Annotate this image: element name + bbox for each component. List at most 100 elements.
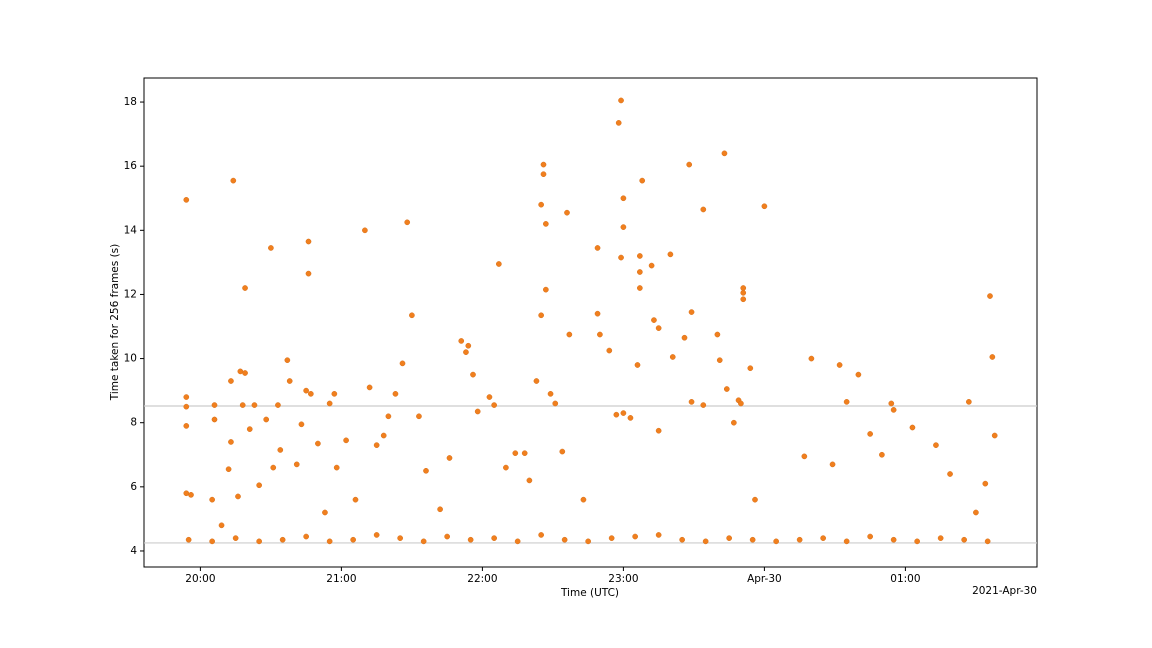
- data-point: [973, 509, 979, 516]
- data-point: [651, 317, 657, 323]
- data-point: [937, 535, 944, 541]
- data-point: [333, 464, 340, 471]
- data-point: [446, 455, 453, 461]
- y-tick-label: 8: [130, 417, 137, 429]
- y-tick-label: 14: [124, 224, 138, 236]
- data-point: [637, 269, 643, 275]
- data-point: [681, 334, 688, 341]
- data-point: [961, 536, 968, 543]
- data-point: [618, 254, 624, 261]
- data-point: [277, 447, 284, 453]
- data-point: [740, 296, 747, 303]
- data-point: [552, 400, 559, 407]
- data-point: [566, 331, 573, 338]
- data-point: [639, 177, 646, 184]
- data-point: [237, 368, 244, 375]
- data-point: [655, 427, 662, 434]
- data-point: [211, 416, 218, 423]
- data-point: [721, 150, 728, 157]
- data-point: [933, 442, 939, 449]
- data-point: [362, 227, 368, 234]
- data-point: [275, 402, 281, 408]
- data-point: [738, 400, 744, 407]
- data-point: [543, 221, 549, 227]
- data-point: [564, 209, 570, 216]
- data-point: [620, 195, 627, 202]
- data-point: [829, 461, 836, 468]
- y-tick-label: 16: [124, 160, 138, 172]
- data-point: [416, 413, 422, 420]
- data-point: [486, 394, 493, 400]
- data-point: [303, 533, 309, 540]
- data-point: [366, 384, 373, 391]
- data-point: [242, 370, 248, 376]
- data-point: [183, 403, 190, 410]
- y-tick-label: 18: [124, 96, 137, 108]
- data-point: [373, 532, 380, 538]
- data-point: [686, 161, 693, 168]
- data-point: [890, 536, 897, 543]
- data-point: [808, 355, 815, 362]
- data-point: [270, 464, 277, 471]
- data-point: [982, 480, 989, 487]
- data-point: [373, 442, 380, 449]
- data-point: [284, 357, 291, 364]
- data-point: [474, 408, 481, 415]
- data-point: [867, 431, 874, 437]
- x-axis-label: Time (UTC): [560, 587, 619, 599]
- data-point: [470, 371, 476, 378]
- data-point: [991, 432, 998, 439]
- data-point: [580, 496, 587, 503]
- data-point: [512, 450, 519, 457]
- data-point: [702, 538, 709, 545]
- data-point: [632, 533, 639, 540]
- data-point: [620, 224, 627, 230]
- data-point: [209, 538, 215, 545]
- data-point: [263, 416, 270, 423]
- data-point: [890, 407, 897, 413]
- data-point: [235, 493, 241, 500]
- data-point: [385, 413, 392, 420]
- data-point: [331, 390, 338, 397]
- data-point: [326, 538, 333, 545]
- data-point: [533, 378, 540, 384]
- data-point: [637, 253, 643, 259]
- data-point: [669, 354, 676, 360]
- data-point: [843, 399, 850, 405]
- x-tick-label: Apr-30: [747, 573, 782, 585]
- data-point: [627, 415, 634, 421]
- data-point: [796, 536, 803, 543]
- data-point: [679, 536, 686, 543]
- data-point: [749, 536, 756, 543]
- data-point: [232, 535, 239, 541]
- data-point: [496, 261, 502, 267]
- data-point: [326, 400, 333, 407]
- data-point: [183, 490, 190, 497]
- data-point: [716, 357, 723, 364]
- data-point: [463, 349, 469, 356]
- x-offset-label: 2021-Apr-30: [972, 585, 1037, 597]
- data-point: [423, 467, 429, 474]
- data-point: [251, 402, 258, 408]
- plot-frame: [143, 77, 1038, 568]
- data-point: [392, 390, 399, 397]
- data-point: [989, 354, 996, 360]
- data-point: [322, 509, 328, 516]
- data-point: [293, 461, 300, 468]
- x-tick-label: 01:00: [890, 573, 920, 585]
- data-point: [667, 251, 674, 258]
- data-point: [888, 400, 895, 407]
- data-point: [740, 289, 747, 296]
- data-point: [761, 203, 768, 210]
- data-point: [397, 535, 403, 541]
- data-point: [298, 421, 305, 428]
- y-tick-label: 12: [124, 288, 137, 300]
- data-point: [279, 536, 286, 543]
- data-point: [688, 399, 695, 405]
- data-point: [618, 97, 624, 104]
- x-tick-label: 21:00: [326, 573, 356, 585]
- data-point: [585, 538, 592, 545]
- data-point: [608, 535, 615, 541]
- data-point: [613, 411, 620, 418]
- data-point: [543, 286, 549, 293]
